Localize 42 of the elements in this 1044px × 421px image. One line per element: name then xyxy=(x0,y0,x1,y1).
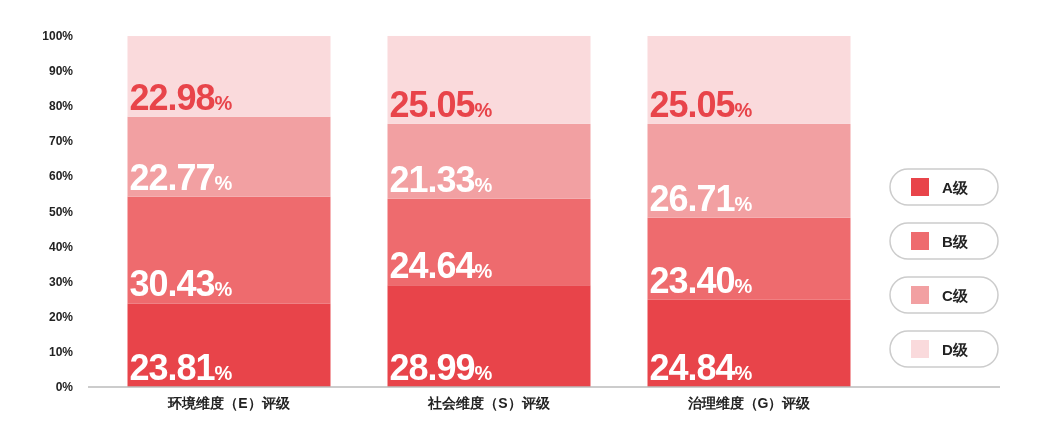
y-tick-label: 70% xyxy=(48,134,74,149)
y-tick-label: 20% xyxy=(48,309,74,324)
y-tick-label: 100% xyxy=(42,29,74,43)
bar xyxy=(127,196,331,304)
data-label: 23.40% xyxy=(649,259,753,301)
bar xyxy=(127,303,331,387)
y-tick-label: 60% xyxy=(48,169,74,184)
data-label: 22.77% xyxy=(129,156,233,198)
bar xyxy=(647,123,851,218)
bar xyxy=(387,198,591,286)
data-label: 28.99% xyxy=(389,347,493,388)
legend-label: D级 xyxy=(942,341,969,358)
bar xyxy=(647,36,851,124)
legend-label: B级 xyxy=(942,233,969,250)
y-tick-label: 50% xyxy=(48,204,74,219)
y-tick-label: 80% xyxy=(48,99,74,114)
data-label: 23.81% xyxy=(129,347,233,388)
y-tick-label: 0% xyxy=(55,380,74,394)
legend-label: A级 xyxy=(942,179,969,196)
bar xyxy=(127,116,331,197)
bar xyxy=(387,123,591,199)
legend-label: C级 xyxy=(942,287,969,304)
y-tick-label: 40% xyxy=(48,239,74,254)
x-tick-label: 治理维度（G）评级 xyxy=(686,395,812,411)
y-tick-label: 10% xyxy=(48,344,74,359)
data-label: 26.71% xyxy=(649,177,753,219)
data-label: 30.43% xyxy=(129,263,233,305)
data-label: 24.84% xyxy=(649,347,753,388)
data-label: 22.98% xyxy=(129,76,233,118)
bar xyxy=(647,299,851,387)
data-label: 24.64% xyxy=(389,245,493,287)
bar xyxy=(647,217,851,300)
data-label: 25.05% xyxy=(389,83,493,125)
x-tick-label: 环境维度（E）评级 xyxy=(167,395,291,411)
bar xyxy=(387,35,591,124)
x-tick-label: 社会维度（S）评级 xyxy=(427,395,551,411)
y-tick-label: 90% xyxy=(48,64,74,79)
data-label: 25.05% xyxy=(649,83,753,125)
y-tick-label: 30% xyxy=(48,274,74,289)
bar xyxy=(387,285,591,387)
bar xyxy=(127,36,331,117)
data-label: 21.33% xyxy=(389,158,493,200)
